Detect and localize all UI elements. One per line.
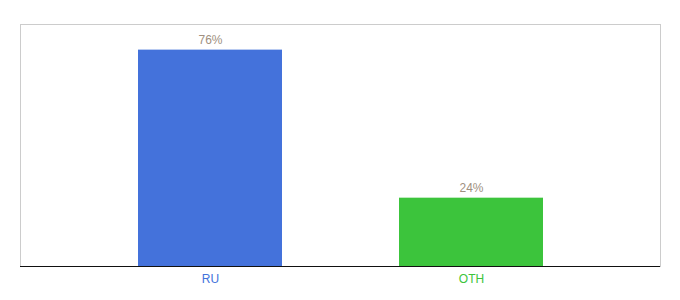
svg-text:76%: 76% <box>198 33 222 47</box>
svg-text:RU: RU <box>202 272 219 286</box>
svg-text:24%: 24% <box>459 181 483 195</box>
svg-text:OTH: OTH <box>459 272 484 286</box>
